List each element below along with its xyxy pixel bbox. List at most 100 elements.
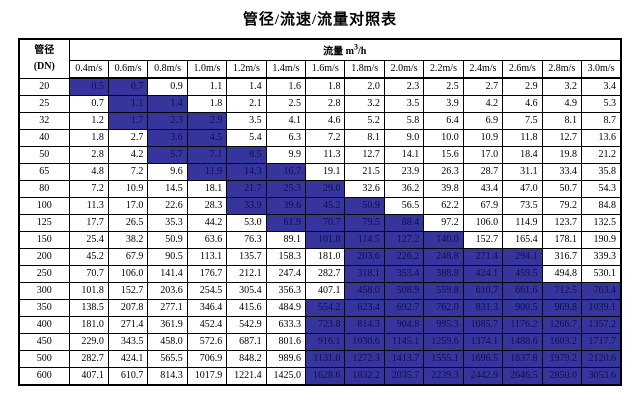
flow-value-cell: 2.8 bbox=[305, 95, 346, 114]
flow-value-cell: 4.2 bbox=[107, 146, 149, 165]
flow-value-cell: 458.0 bbox=[147, 333, 188, 352]
flow-value-cell: 1085.7 bbox=[462, 316, 504, 335]
flow-value-cell: 1.1 bbox=[186, 77, 228, 97]
flow-value-cell: 47.0 bbox=[502, 180, 543, 199]
flow-value-cell: 762.0 bbox=[423, 299, 464, 318]
flow-value-cell: 801.6 bbox=[265, 333, 307, 352]
flow-value-cell: 28.7 bbox=[462, 163, 504, 182]
flow-value-cell: 114.9 bbox=[502, 214, 543, 233]
table-row: 600 407.1 610.7 814.3 1017.9 1221.4 1425.0 1628… bbox=[18, 367, 622, 386]
flow-value-cell: 1039.1 bbox=[580, 299, 622, 318]
flow-value-cell: 0.5 bbox=[68, 77, 109, 97]
flow-value-cell: 452.4 bbox=[186, 316, 228, 335]
flow-value-cell: 97.2 bbox=[423, 214, 464, 233]
dn-header-unit: (DN) bbox=[33, 60, 55, 72]
flow-value-cell: 687.1 bbox=[226, 333, 267, 352]
flow-value-cell: 415.6 bbox=[226, 299, 267, 318]
flow-value-cell: 127.2 bbox=[383, 231, 425, 250]
flow-value-cell: 831.3 bbox=[462, 299, 504, 318]
flow-value-cell: 305.4 bbox=[226, 282, 267, 301]
col-header-flow: 流量 m3/h bbox=[68, 38, 622, 62]
flow-value-cell: 388.8 bbox=[423, 265, 464, 284]
flow-value-cell: 8.1 bbox=[344, 129, 385, 148]
dn-cell: 200 bbox=[18, 248, 70, 267]
header-row-velocities: 0.4m/s 0.6m/s 0.8m/s 1.0m/s 1.2m/s 1.4m/s 1.6m… bbox=[19, 60, 622, 80]
dn-cell: 80 bbox=[18, 180, 70, 199]
table-row: 32 1.2 1.7 2.3 2.9 3.5 4.1 4.6 5.2 5.8 6.4 6.9 7.5 8.… bbox=[18, 112, 622, 131]
flow-value-cell: 277.1 bbox=[147, 299, 188, 318]
table-row: 25 0.7 1.1 1.4 1.8 2.1 2.5 2.8 3.2 3.5 3.9 4.2 4.6 4.… bbox=[18, 95, 622, 114]
flow-value-cell: 0.7 bbox=[68, 95, 109, 114]
flow-value-cell: 50.7 bbox=[541, 180, 582, 199]
flow-value-cell: 70.7 bbox=[305, 214, 346, 233]
flow-value-cell: 530.1 bbox=[580, 265, 622, 284]
flow-value-cell: 114.5 bbox=[344, 231, 385, 250]
table-row: 200 45.2 67.9 90.5 113.1 135.7 158.3 181.0 203.6… bbox=[18, 248, 622, 267]
dn-cell: 20 bbox=[18, 77, 70, 97]
flow-value-cell: 1.2 bbox=[68, 112, 109, 131]
flow-value-cell: 610.7 bbox=[107, 367, 149, 386]
flow-value-cell: 316.7 bbox=[541, 248, 582, 267]
flow-value-cell: 1837.8 bbox=[502, 350, 543, 369]
flow-value-cell: 62.2 bbox=[423, 197, 464, 216]
flow-value-cell: 2442.9 bbox=[462, 367, 504, 386]
flow-value-cell: 1628.6 bbox=[305, 367, 346, 386]
dn-cell: 450 bbox=[18, 333, 70, 352]
page-title: 管径/流速/流量对照表 bbox=[242, 12, 398, 28]
flow-value-cell: 407.1 bbox=[68, 367, 109, 386]
flow-value-cell: 7.5 bbox=[502, 112, 543, 131]
flow-value-cell: 706.9 bbox=[186, 350, 228, 369]
flow-value-cell: 226.2 bbox=[383, 248, 425, 267]
velocity-header: 0.8m/s bbox=[147, 60, 188, 80]
flow-value-cell: 140.0 bbox=[423, 231, 464, 250]
flow-value-cell: 6.3 bbox=[265, 129, 307, 148]
flow-value-cell: 158.3 bbox=[265, 248, 307, 267]
flow-value-cell: 2.9 bbox=[186, 112, 228, 131]
velocity-header: 1.8m/s bbox=[344, 60, 385, 80]
flow-value-cell: 207.8 bbox=[107, 299, 149, 318]
flow-value-cell: 1.8 bbox=[186, 95, 228, 114]
flow-value-cell: 229.0 bbox=[68, 333, 109, 352]
dn-cell: 350 bbox=[18, 299, 70, 318]
dn-cell: 50 bbox=[18, 146, 70, 165]
flow-value-cell: 138.5 bbox=[68, 299, 109, 318]
flow-value-cell: 21.2 bbox=[580, 146, 622, 165]
dn-cell: 100 bbox=[18, 197, 70, 216]
flow-value-cell: 3.5 bbox=[383, 95, 425, 114]
flow-value-cell: 2.8 bbox=[68, 146, 109, 165]
flow-value-cell: 661.6 bbox=[502, 282, 543, 301]
flow-value-cell: 4.6 bbox=[502, 95, 543, 114]
velocity-header: 1.6m/s bbox=[305, 60, 346, 80]
dn-cell: 250 bbox=[18, 265, 70, 284]
flow-value-cell: 3.2 bbox=[541, 77, 582, 97]
velocity-header: 3.0m/s bbox=[580, 60, 622, 80]
flow-value-cell: 1.1 bbox=[107, 95, 149, 114]
flow-value-cell: 3.2 bbox=[344, 95, 385, 114]
flow-value-cell: 4.8 bbox=[68, 163, 109, 182]
flow-value-cell: 23.9 bbox=[383, 163, 425, 182]
flow-value-cell: 4.5 bbox=[186, 129, 228, 148]
flow-value-cell: 271.4 bbox=[107, 316, 149, 335]
flow-value-cell: 995.3 bbox=[423, 316, 464, 335]
flow-table: 管径 (DN) 流量 m3/h 0.4m/s 0.6m/s 0.8m/s 1.0m/s… bbox=[18, 38, 622, 387]
flow-value-cell: 763.4 bbox=[580, 282, 622, 301]
table-row: 125 17.7 26.5 35.3 44.2 53.0 61.9 70.7 79.5 88.4 9… bbox=[18, 214, 622, 233]
flow-value-cell: 494.8 bbox=[541, 265, 582, 284]
flow-value-cell: 14.5 bbox=[147, 180, 188, 199]
flow-value-cell: 17.0 bbox=[462, 146, 504, 165]
flow-value-cell: 559.8 bbox=[423, 282, 464, 301]
dn-cell: 65 bbox=[18, 163, 70, 182]
flow-value-cell: 554.2 bbox=[305, 299, 346, 318]
flow-value-cell: 1.4 bbox=[147, 95, 188, 114]
flow-value-cell: 7.2 bbox=[305, 129, 346, 148]
dn-cell: 600 bbox=[18, 367, 70, 386]
flow-value-cell: 21.7 bbox=[226, 180, 267, 199]
flow-value-cell: 3.6 bbox=[147, 129, 188, 148]
table-row: 20 0.5 0.7 0.9 1.1 1.4 1.6 1.8 2.0 2.3 2.5 2.7 2.9 3.… bbox=[18, 77, 622, 97]
flow-value-cell: 2120.6 bbox=[580, 350, 622, 369]
flow-value-cell: 35.3 bbox=[147, 214, 188, 233]
flow-value-cell: 203.6 bbox=[147, 282, 188, 301]
flow-value-cell: 1259.6 bbox=[423, 333, 464, 352]
flow-value-cell: 10.9 bbox=[462, 129, 504, 148]
flow-value-cell: 407.1 bbox=[305, 282, 346, 301]
